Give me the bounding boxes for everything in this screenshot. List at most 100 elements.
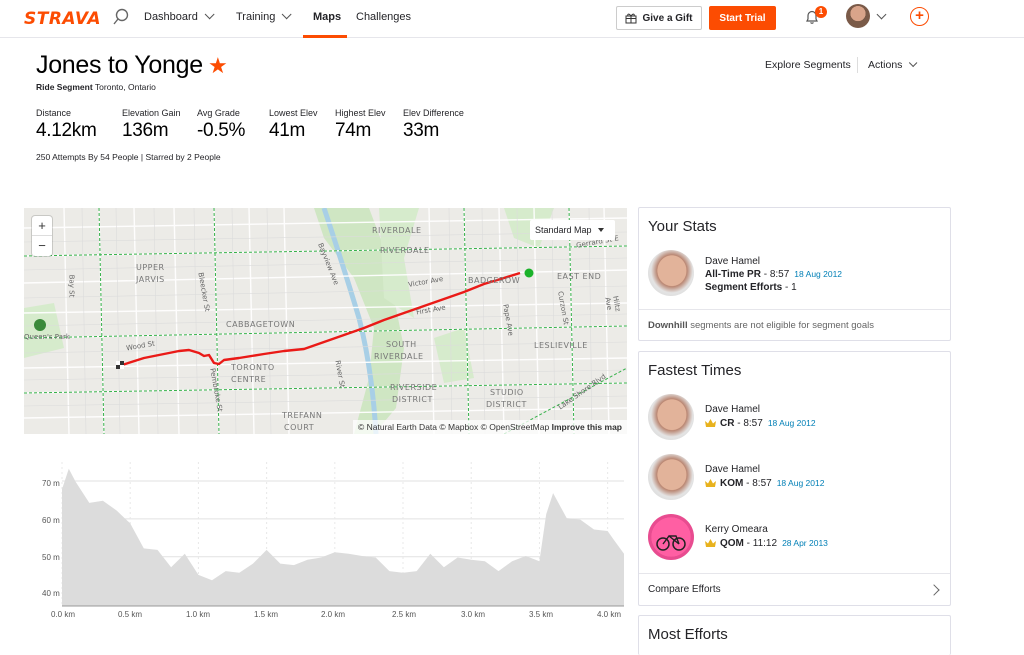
map-label: RIVERDALE	[374, 352, 424, 361]
search-icon[interactable]	[112, 8, 130, 26]
explore-segments-link[interactable]: Explore Segments	[765, 59, 851, 71]
pr-date-link[interactable]: 18 Aug 2012	[794, 269, 843, 279]
y-tick-label: 70 m	[42, 479, 60, 488]
actions-dropdown[interactable]: Actions	[868, 58, 918, 71]
zoom-in-button[interactable]: +	[32, 216, 52, 236]
upload-plus-icon[interactable]: +	[910, 7, 929, 26]
your-stats-card: Your Stats Dave Hamel All-Time PR - 8:57…	[638, 207, 951, 341]
map-label: BADGEROW	[468, 276, 521, 285]
note-bold: Downhill	[648, 320, 688, 331]
top-nav: STRAVA Dashboard Training Maps Challenge…	[0, 0, 1024, 38]
attribution-text: © Natural Earth Data © Mapbox © OpenStre…	[357, 422, 550, 432]
chevron-right-icon[interactable]	[928, 584, 940, 596]
map-label: SOUTH	[386, 340, 417, 349]
athlete-avatar[interactable]	[648, 454, 694, 500]
start-trial-button[interactable]: Start Trial	[709, 6, 776, 30]
effort-time: - 8:57	[734, 418, 763, 429]
compare-efforts-link[interactable]: Compare Efforts	[648, 584, 721, 595]
most-efforts-card: Most Efforts	[638, 615, 951, 655]
map-label: UPPER	[136, 263, 165, 272]
stat-label: Elev Difference	[403, 108, 464, 118]
nav-maps[interactable]: Maps	[313, 11, 342, 23]
x-tick-label: 2.5 km	[392, 610, 417, 619]
crown-icon	[705, 539, 716, 547]
map-label: CABBAGETOWN	[226, 320, 296, 329]
chevron-down-icon	[909, 58, 918, 68]
efforts-value: - 1	[782, 282, 797, 293]
card-title: Most Efforts	[648, 626, 728, 643]
x-tick-label: 4.0 km	[597, 610, 622, 619]
leaderboard-entry: KOM - 8:57 18 Aug 2012	[705, 478, 824, 489]
stat-value: 41m	[269, 120, 306, 141]
stat-highest-elev: Highest Elev 74m	[335, 108, 386, 142]
athlete-avatar[interactable]	[648, 514, 694, 560]
star-icon[interactable]: ★	[208, 53, 228, 78]
map-label: COURT	[284, 423, 315, 432]
gift-icon	[625, 13, 637, 24]
effort-time: - 11:12	[743, 538, 778, 549]
nav-training-label: Training	[236, 11, 276, 23]
stat-value: -0.5%	[197, 120, 246, 141]
athlete-name[interactable]: Dave Hamel	[705, 256, 761, 267]
map-label: JARVIS	[136, 275, 165, 284]
effort-time: - 8:57	[743, 478, 772, 489]
card-title: Your Stats	[648, 218, 717, 235]
athlete-avatar[interactable]	[648, 394, 694, 440]
nav-challenges[interactable]: Challenges	[356, 11, 412, 23]
stat-elevation-gain: Elevation Gain 136m	[122, 108, 181, 142]
rank-label: CR	[720, 418, 735, 429]
stat-value: 136m	[122, 120, 169, 141]
actions-label: Actions	[868, 59, 903, 71]
zoom-out-button[interactable]: −	[38, 238, 46, 253]
chevron-down-icon	[282, 9, 292, 20]
athlete-name[interactable]: Kerry Omeara	[705, 524, 768, 535]
elevation-profile-chart[interactable]: 70 m 60 m 50 m 40 m 0.0 km 0.5 km 1.0 km…	[24, 456, 627, 626]
crown-icon	[705, 419, 716, 427]
map-attribution: © Natural Earth Data © Mapbox © OpenStre…	[352, 420, 627, 434]
efforts-label: Segment Efforts	[705, 282, 783, 293]
stat-value: 74m	[335, 120, 372, 141]
segment-goal-note: Downhill segments are not eligible for s…	[648, 320, 874, 331]
give-gift-button[interactable]: Give a Gift	[616, 6, 702, 30]
bicycle-icon	[656, 535, 686, 551]
x-tick-label: 3.0 km	[461, 610, 486, 619]
map-label: Bay St	[67, 274, 76, 298]
card-title: Fastest Times	[648, 362, 742, 379]
effort-date-link[interactable]: 28 Apr 2013	[782, 538, 828, 548]
map-label: EAST END	[557, 272, 602, 281]
fastest-times-card: Fastest Times Dave Hamel CR - 8:57 18 Aug…	[638, 351, 951, 606]
effort-date-link[interactable]: 18 Aug 2012	[776, 478, 825, 488]
stat-label: Avg Grade	[197, 108, 240, 118]
athlete-avatar[interactable]	[648, 250, 694, 296]
y-tick-label: 40 m	[42, 589, 60, 598]
give-gift-label: Give a Gift	[642, 12, 693, 24]
athlete-name[interactable]: Dave Hamel	[705, 404, 761, 415]
map-style-label: Standard Map	[535, 225, 592, 235]
map-label: DISTRICT	[392, 395, 433, 404]
effort-date-link[interactable]: 18 Aug 2012	[767, 418, 816, 428]
stat-label: Elevation Gain	[122, 108, 181, 118]
avatar[interactable]	[846, 4, 870, 28]
leaderboard-entry: QOM - 11:12 28 Apr 2013	[705, 538, 828, 549]
x-tick-label: 0.5 km	[118, 610, 143, 619]
map-label: CENTRE	[231, 375, 267, 384]
segment-type: Ride Segment	[36, 82, 93, 92]
chevron-down-icon	[204, 9, 215, 20]
divider	[639, 573, 950, 574]
map-label: TREFANN	[282, 411, 323, 420]
segment-map[interactable]: RIVERDALE RIVERDALE UPPER JARVIS CABBAGE…	[24, 208, 627, 434]
attempts-summary: 250 Attempts By 54 People | Starred by 2…	[36, 152, 221, 162]
nav-training[interactable]: Training	[236, 9, 292, 23]
stat-label: Highest Elev	[335, 108, 386, 118]
divider	[639, 309, 950, 310]
map-style-dropdown[interactable]: Standard Map	[530, 220, 615, 240]
map-zoom-controls: + −	[32, 216, 52, 256]
chevron-down-icon[interactable]	[876, 9, 887, 20]
nav-dashboard[interactable]: Dashboard	[144, 9, 215, 23]
improve-map-link[interactable]: Improve this map	[551, 422, 622, 432]
x-tick-label: 1.5 km	[254, 610, 279, 619]
strava-logo[interactable]: STRAVA	[24, 9, 102, 29]
elevation-area	[62, 468, 624, 606]
segment-location: Toronto, Ontario	[94, 82, 156, 92]
athlete-name[interactable]: Dave Hamel	[705, 464, 761, 475]
